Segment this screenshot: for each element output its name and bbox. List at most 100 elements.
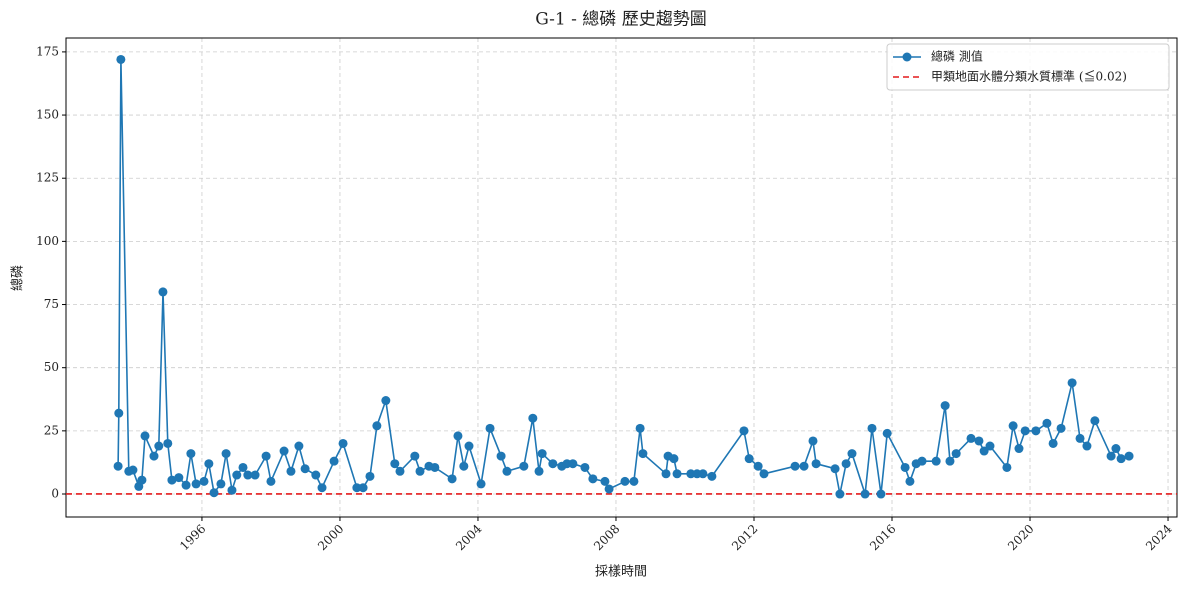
y-tick-label: 50 [44, 360, 59, 374]
data-point [1031, 426, 1041, 436]
data-point [835, 489, 845, 499]
data-point [744, 454, 754, 464]
data-point [191, 479, 201, 489]
data-point [568, 459, 578, 469]
data-point [979, 446, 989, 456]
data-point [311, 470, 321, 480]
data-point [261, 451, 271, 461]
data-point [588, 474, 598, 484]
data-point [1014, 444, 1024, 454]
y-tick-label: 0 [51, 487, 59, 501]
data-point [232, 470, 242, 480]
data-point [174, 473, 184, 483]
data-point [158, 287, 168, 297]
data-point [113, 461, 123, 471]
y-tick-label: 100 [36, 234, 59, 248]
data-point [395, 466, 405, 476]
data-point [966, 433, 976, 443]
y-axis-label: 總磷 [10, 265, 26, 291]
data-point [830, 464, 840, 474]
data-point [860, 489, 870, 499]
data-point [1106, 451, 1116, 461]
data-point [329, 456, 339, 466]
data-point [985, 441, 995, 451]
data-point [940, 401, 950, 411]
data-point [698, 469, 708, 479]
y-tick-label: 75 [44, 297, 59, 311]
data-point [365, 471, 375, 481]
data-point [250, 470, 260, 480]
data-point [128, 465, 138, 475]
data-point [279, 446, 289, 456]
data-point [1002, 462, 1012, 472]
data-point [707, 471, 717, 481]
data-point [1124, 451, 1134, 461]
data-point [753, 461, 763, 471]
data-point [294, 441, 304, 451]
data-point [430, 462, 440, 472]
data-point [137, 475, 147, 485]
data-point [528, 413, 538, 423]
data-point [238, 462, 248, 472]
legend-label: 甲類地面水體分類水質標準 (≦0.02) [931, 69, 1127, 84]
data-point [739, 426, 749, 436]
data-point [1116, 454, 1126, 464]
y-tick-label: 175 [36, 44, 59, 58]
data-point [604, 484, 614, 494]
data-point [931, 456, 941, 466]
data-point [181, 480, 191, 490]
data-point [867, 423, 877, 433]
data-point [686, 469, 696, 479]
data-point [1111, 444, 1121, 454]
y-tick-label: 150 [36, 108, 59, 122]
data-point [381, 396, 391, 406]
data-point [917, 456, 927, 466]
data-point [1020, 426, 1030, 436]
data-point [1048, 438, 1058, 448]
data-point [905, 476, 915, 486]
data-point [808, 436, 818, 446]
data-point [1090, 416, 1100, 426]
data-point [167, 475, 177, 485]
data-point [669, 454, 679, 464]
chart-title: G-1 - 總磷 歷史趨勢圖 [535, 10, 706, 30]
data-point [216, 479, 226, 489]
data-point [199, 476, 209, 486]
data-point [1067, 378, 1077, 388]
legend-marker [902, 52, 912, 62]
data-point [149, 451, 159, 461]
data-point [163, 438, 173, 448]
data-point [352, 483, 362, 493]
plot-frame [65, 37, 1178, 518]
data-point [900, 462, 910, 472]
data-point [154, 441, 164, 451]
data-point [799, 461, 809, 471]
data-point [476, 479, 486, 489]
y-tick-label: 125 [36, 171, 59, 185]
data-point [453, 431, 463, 441]
data-point [759, 469, 769, 479]
data-point [209, 488, 219, 498]
data-point [600, 476, 610, 486]
data-point [537, 449, 547, 459]
data-point [876, 489, 886, 499]
data-point [502, 466, 512, 476]
data-point [496, 451, 506, 461]
data-point [266, 476, 276, 486]
data-point [519, 461, 529, 471]
data-point [1042, 418, 1052, 428]
data-point [790, 461, 800, 471]
data-point [447, 474, 457, 484]
data-point [415, 466, 425, 476]
data-point [974, 436, 984, 446]
data-point [116, 54, 126, 64]
legend-label: 總磷 測值 [931, 49, 983, 64]
data-point [221, 449, 231, 459]
data-point [548, 459, 558, 469]
data-point [1056, 423, 1066, 433]
data-point [459, 461, 469, 471]
data-point [534, 466, 544, 476]
data-point [114, 408, 124, 418]
